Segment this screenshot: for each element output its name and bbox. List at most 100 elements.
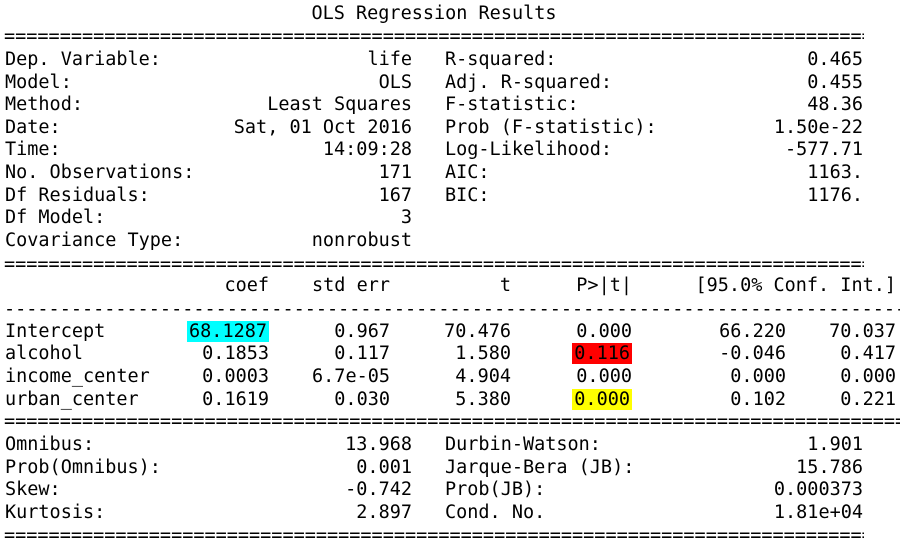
diagnostic-value: 1.81e+04: [773, 502, 863, 523]
diagnostic-label: Prob(JB):: [445, 479, 546, 500]
summary-row: Time: 14:09:28 Log-Likelihood: -577.71: [0, 138, 903, 161]
summary-label: Adj. R-squared:: [445, 72, 613, 93]
coef-value: 0.1853: [202, 343, 269, 364]
p-value: 0.000: [576, 321, 632, 342]
summary-label: Time:: [5, 139, 61, 160]
summary-label: Df Model:: [5, 207, 106, 228]
coef-header: coef: [224, 275, 269, 296]
summary-value: Least Squares: [267, 94, 412, 115]
summary-value: 1176.: [807, 185, 863, 206]
summary-value: -577.71: [785, 139, 863, 160]
coef-value: 0.1619: [202, 389, 269, 410]
summary-label: R-squared:: [445, 49, 557, 70]
report-title: OLS Regression Results: [311, 3, 557, 24]
diagnostic-label: Omnibus:: [5, 434, 95, 455]
summary-row: Df Model: 3: [0, 206, 903, 229]
t-value: 5.380: [455, 389, 511, 410]
summary-value: OLS: [378, 72, 412, 93]
std-err-value: 6.7e-05: [312, 366, 390, 387]
ci-low-value: 0.102: [730, 389, 786, 410]
summary-label: Dep. Variable:: [5, 49, 161, 70]
diagnostic-label: Cond. No.: [445, 502, 546, 523]
ci-high-value: 70.037: [829, 321, 896, 342]
diagnostic-value: 15.786: [796, 457, 863, 478]
summary-label: Df Residuals:: [5, 185, 150, 206]
summary-value: 171: [378, 162, 412, 183]
std-err-value: 0.117: [334, 343, 390, 364]
variable-name: alcohol: [5, 343, 83, 364]
diagnostic-value: 0.000373: [773, 479, 863, 500]
t-value: 1.580: [455, 343, 511, 364]
double-rule-coef-top: ========================================…: [4, 254, 864, 275]
summary-label: Prob (F-statistic):: [445, 117, 657, 138]
ci-low-value: 0.000: [730, 366, 786, 387]
summary-value: life: [367, 49, 412, 70]
double-rule-coef-bottom: ========================================…: [4, 411, 900, 432]
diagnostic-row: Kurtosis: 2.897 Cond. No. 1.81e+04: [0, 501, 903, 524]
summary-value: Sat, 01 Oct 2016: [233, 117, 412, 138]
summary-value: 0.465: [807, 49, 863, 70]
summary-value: 3: [400, 207, 412, 228]
summary-label: Log-Likelihood:: [445, 139, 613, 160]
summary-value: 14:09:28: [322, 139, 412, 160]
t-value: 4.904: [455, 366, 511, 387]
summary-label: Model:: [5, 72, 72, 93]
diagnostic-value: -0.742: [345, 479, 412, 500]
summary-row: Dep. Variable: life R-squared: 0.465: [0, 48, 903, 71]
p-header: P>|t|: [576, 275, 632, 296]
coef-value: 0.0003: [202, 366, 269, 387]
summary-value: 1163.: [807, 162, 863, 183]
coef-value: 68.1287: [180, 320, 269, 343]
diagnostic-label: Durbin-Watson:: [445, 434, 601, 455]
ci-high-value: 0.221: [840, 389, 896, 410]
table-row: alcohol 0.1853 0.117 1.580 0.116 -0.046 0.417: [0, 342, 903, 365]
double-rule-top: ========================================…: [4, 26, 864, 47]
summary-row: Df Residuals: 167 BIC: 1176.: [0, 184, 903, 207]
highlighted-value: 0.116: [572, 343, 632, 364]
diagnostic-label: Skew:: [5, 479, 61, 500]
diagnostic-label: Prob(Omnibus):: [5, 457, 161, 478]
diagnostic-value: 1.901: [807, 434, 863, 455]
diagnostic-label: Jarque-Bera (JB):: [445, 457, 635, 478]
summary-value: 1.50e-22: [773, 117, 863, 138]
summary-label: AIC:: [445, 162, 490, 183]
coef-header-row: coef std err t P>|t| [95.0% Conf. Int.]: [0, 274, 903, 297]
summary-value: 0.455: [807, 72, 863, 93]
table-row: urban_center 0.1619 0.030 5.380 0.000 0.102 0.…: [0, 388, 903, 411]
table-row: Intercept 68.1287 0.967 70.476 0.000 66.220 70…: [0, 320, 903, 343]
conf-int-header: [95.0% Conf. Int.]: [695, 275, 896, 296]
variable-name: urban_center: [5, 389, 139, 410]
std-err-value: 0.030: [334, 389, 390, 410]
summary-value: 167: [378, 185, 412, 206]
table-row: income_center 0.0003 6.7e-05 4.904 0.000 0.00…: [0, 365, 903, 388]
summary-label: Date:: [5, 117, 61, 138]
diagnostic-value: 2.897: [356, 502, 412, 523]
summary-label: F-statistic:: [445, 94, 579, 115]
ci-high-value: 0.417: [840, 343, 896, 364]
ci-low-value: -0.046: [719, 343, 786, 364]
summary-label: No. Observations:: [5, 162, 195, 183]
p-value: 0.000: [576, 366, 632, 387]
summary-row: Covariance Type: nonrobust: [0, 229, 903, 252]
diagnostic-row: Prob(Omnibus): 0.001 Jarque-Bera (JB): 15.7…: [0, 456, 903, 479]
std-err-header: std err: [312, 275, 390, 296]
t-value: 70.476: [444, 321, 511, 342]
double-rule-bottom: ========================================…: [4, 525, 864, 546]
variable-name: Intercept: [5, 321, 106, 342]
highlighted-value: 0.000: [572, 389, 632, 410]
summary-row: Date: Sat, 01 Oct 2016 Prob (F-statistic):…: [0, 116, 903, 139]
ci-low-value: 66.220: [719, 321, 786, 342]
p-value: 0.000: [520, 388, 632, 411]
summary-value: 48.36: [807, 94, 863, 115]
summary-row: No. Observations: 171 AIC: 1163.: [0, 161, 903, 184]
summary-row: Method: Least Squares F-statistic: 48.36: [0, 93, 903, 116]
diagnostic-row: Omnibus: 13.968 Durbin-Watson: 1.901: [0, 433, 903, 456]
diagnostic-label: Kurtosis:: [5, 502, 106, 523]
ci-high-value: 0.000: [840, 366, 896, 387]
summary-label: Covariance Type:: [5, 230, 184, 251]
diagnostic-row: Skew: -0.742 Prob(JB): 0.000373: [0, 478, 903, 501]
highlighted-value: 68.1287: [187, 321, 269, 342]
p-value: 0.116: [520, 342, 632, 365]
diagnostic-value: 13.968: [345, 434, 412, 455]
variable-name: income_center: [5, 366, 150, 387]
